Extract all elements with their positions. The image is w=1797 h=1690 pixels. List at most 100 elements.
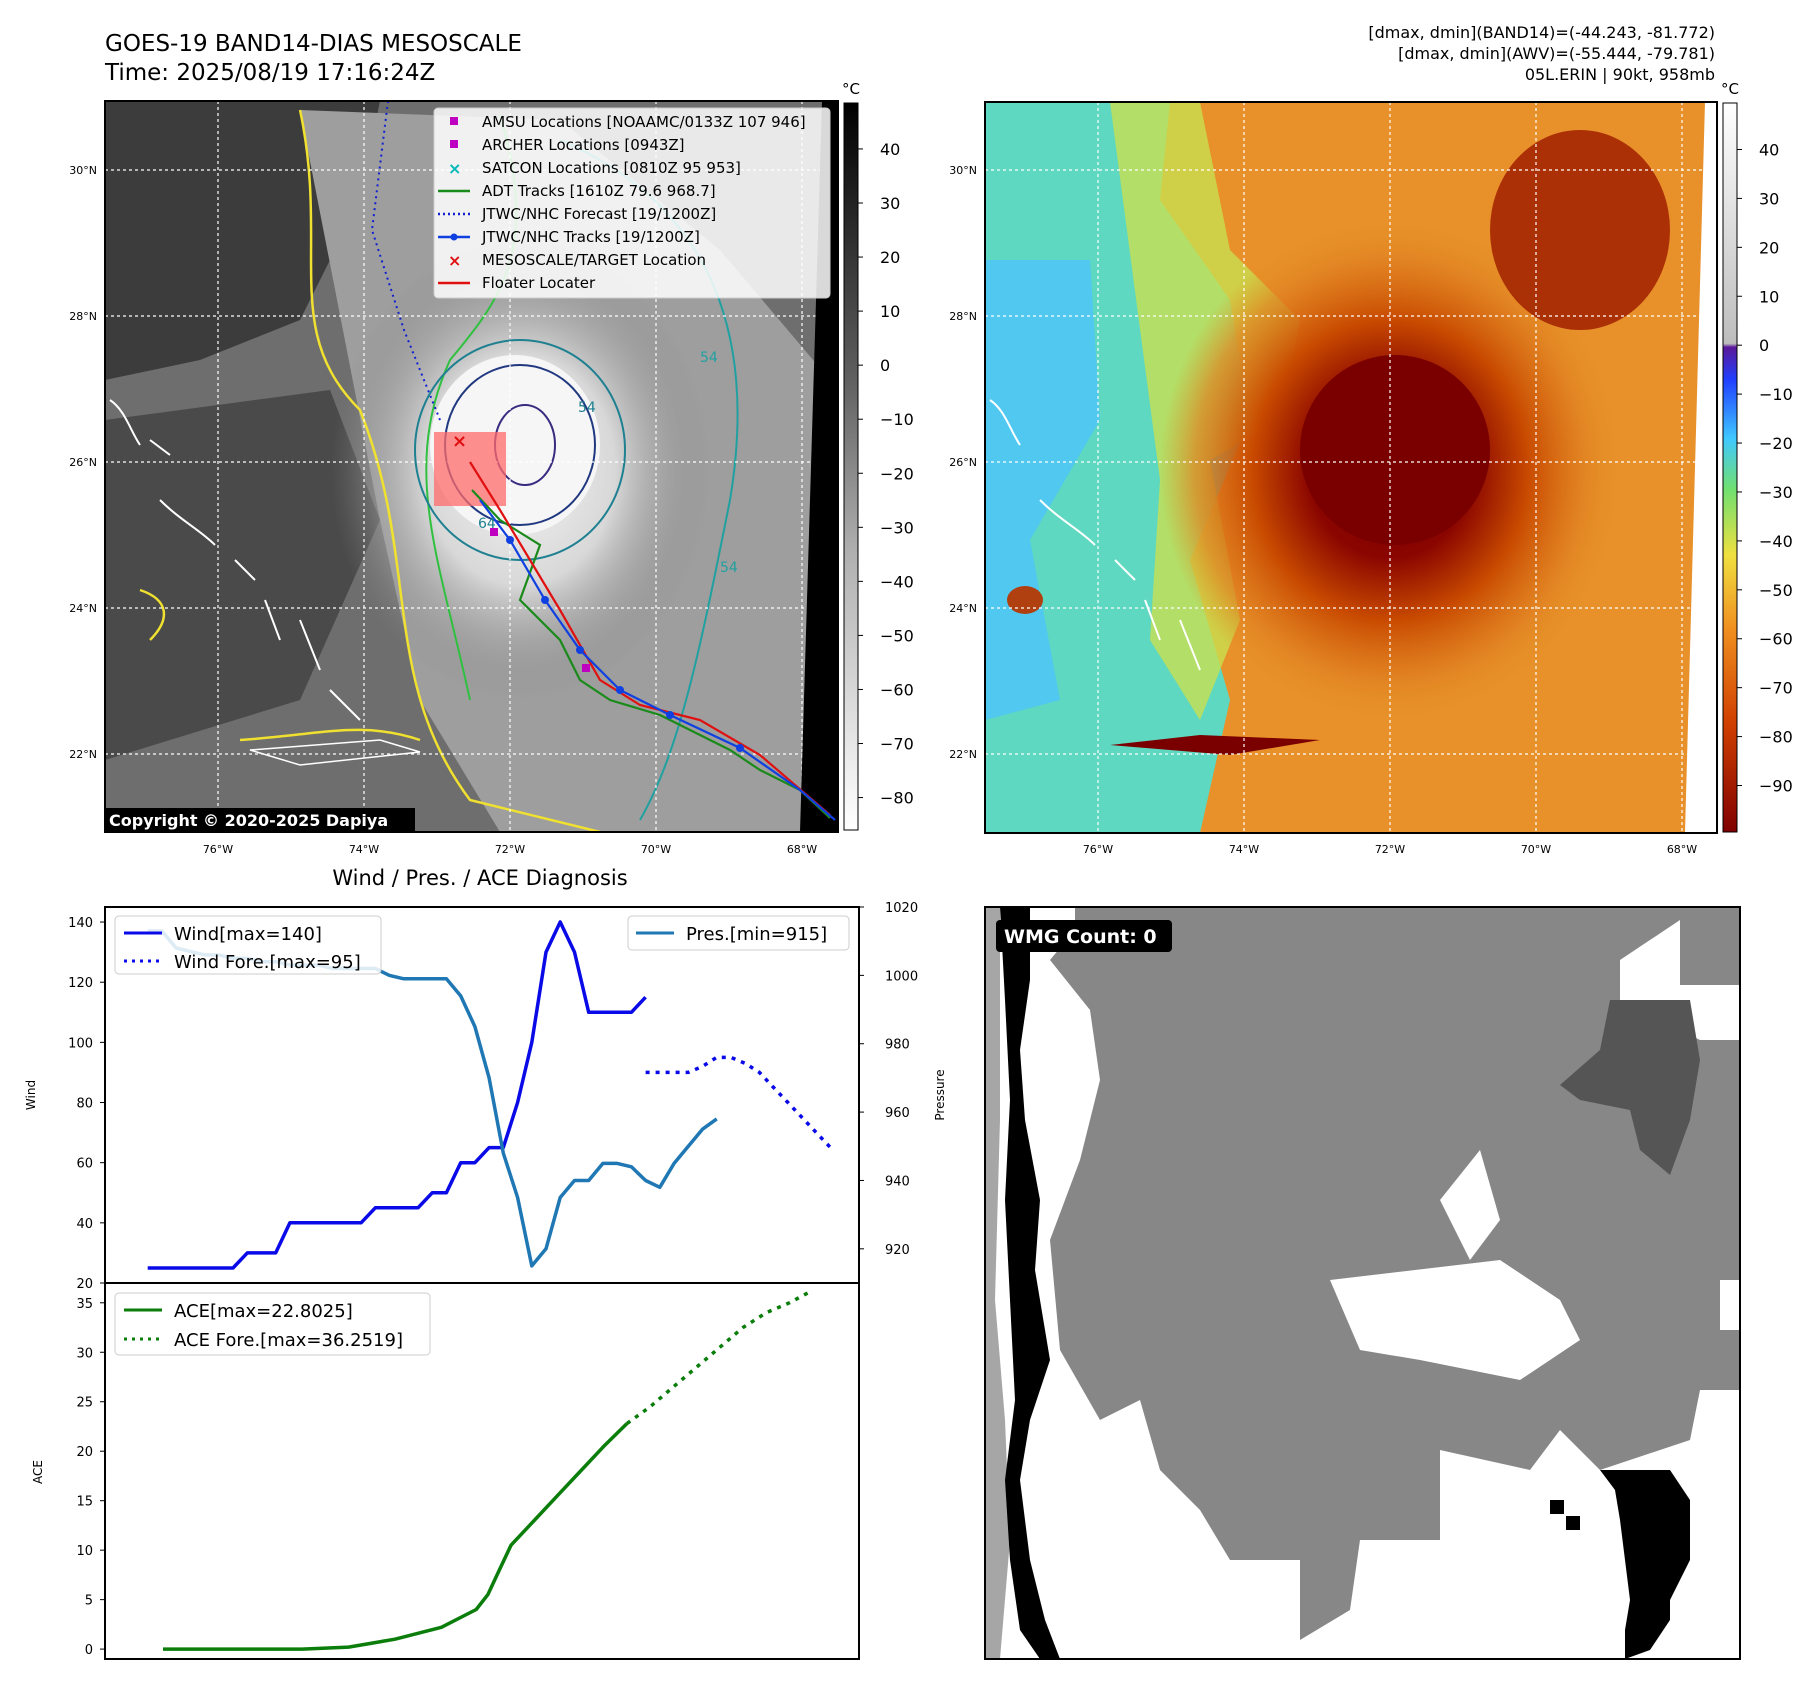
lon-label: 68°W [787,843,817,856]
right-map-coastline-2 [989,399,1021,446]
left-ir-map: × 54 54 64 54 AMSU Locations [NOAAMC/013… [69,80,914,856]
lat-label: 28°N [949,310,977,323]
wind-line [147,920,647,1270]
contour-label-3: 64 [478,516,496,532]
wmg-count-label: WMG Count: 0 [1004,926,1157,948]
ace-tick-label: 15 [76,1495,93,1510]
colorbar-tick-label: −30 [880,518,914,537]
legend-item: JTWC/NHC Forecast [19/1200Z] [438,205,716,223]
lat-label: 24°N [949,602,977,615]
wmg-black-pixel [1550,1500,1564,1514]
legend-item-label: ADT Tracks [1610Z 79.6 968.7] [482,182,716,200]
ace-chart: ACE 35 30 25 20 15 10 5 0 ACE[max=22.8025] ACE … [31,1282,860,1660]
colorbar-tick-label: 0 [880,356,890,375]
ace-tick-label: 0 [85,1643,93,1658]
ace-tick-label: 25 [76,1396,93,1411]
legend-item-label: Floater Locater [482,274,596,292]
colorbar-tick-label: 0 [1759,336,1769,355]
wmg-count-badge [996,920,1172,952]
right-map-coastline [1039,499,1201,671]
figure-title-line1: GOES-19 BAND14-DIAS MESOSCALE [105,31,522,57]
legend-item-label: AMSU Locations [NOAAMC/0133Z 107 946] [482,113,806,131]
lat-label: 24°N [69,602,97,615]
forecast-track-line [370,101,441,421]
colorbar-tick-label: −20 [880,464,914,483]
colorbar-tick-label: −60 [880,680,914,699]
wind-legend-label: Wind[max=140] [174,924,322,945]
left-map-coastline-2 [109,399,171,456]
right-ir-map: 30°N 28°N 26°N 24°N 22°N 76°W 74°W 72°W 70°W 68°… [949,80,1793,856]
colorbar-tick-label: 30 [880,194,900,213]
ace-legend-label: ACE[max=22.8025] [174,1301,353,1322]
wmg-left-black-strip [1000,907,1060,1659]
wind-tick-label: 100 [68,1036,93,1051]
amsu-marker [582,664,590,672]
colorbar-tick-label: −10 [1759,385,1793,404]
left-map-lat-labels: 30°N 28°N 26°N 24°N 22°N [69,164,97,761]
colorbar-tick-label: −80 [1759,728,1793,747]
colorbar-tick-label: −60 [1759,630,1793,649]
diagnosis-chart-title: Wind / Pres. / ACE Diagnosis [332,866,627,890]
contour-label-4: 54 [720,560,738,576]
left-map-coastline [159,499,361,721]
right-map-lon-labels: 76°W 74°W 72°W 70°W 68°W [1083,843,1697,856]
legend-item-label: ARCHER Locations [0943Z] [482,136,685,154]
colorbar-tick-label: −50 [1759,581,1793,600]
wind-tick-label: 20 [76,1277,93,1292]
colorbar-tick-label: −50 [880,626,914,645]
left-map-dark-region [105,101,380,380]
lat-label: 26°N [69,456,97,469]
colorbar-tick-label: 40 [1759,140,1779,159]
ace-tick-label: 30 [76,1346,93,1361]
left-map-island-outline [249,739,421,766]
lon-label: 72°W [1375,843,1405,856]
wind-tick-label: 40 [76,1217,93,1232]
ace-forecast-line [625,1288,814,1425]
ace-legend-box [114,1292,431,1356]
contour-label-2: 54 [700,350,718,366]
pressure-tick-label: 980 [885,1038,910,1053]
contour-label-1: 54 [578,400,596,416]
pressure-line [147,929,718,1268]
left-map-contour-yellow-2 [139,588,166,641]
colorbar-tick-label: 10 [880,302,900,321]
info-line3: 05L.ERIN | 90kt, 958mb [1525,65,1715,84]
legend-x-icon: × [448,251,461,270]
wmg-black-blob [1600,1470,1690,1659]
archer-marker [490,528,498,536]
copyright-label: Copyright © 2020-2025 Dapiya [109,811,388,830]
adt-track-line [471,489,831,819]
colorbar-tick-label: −20 [1759,434,1793,453]
legend-item: × SATCON Locations [0810Z 95 953] [448,159,741,178]
left-colorbar [843,102,859,831]
lon-label: 70°W [1521,843,1551,856]
pressure-axis-label: Pressure [933,1069,947,1120]
ace-axis-label: ACE [31,1460,45,1484]
ace-series-group [163,1288,814,1651]
lat-label: 26°N [949,456,977,469]
legend-item-label: MESOSCALE/TARGET Location [482,251,706,269]
wmg-white-spot [1720,1280,1740,1330]
right-map-convection-band [1110,735,1320,755]
wind-axis-label: Wind [24,1080,38,1110]
ace-tick-label: 20 [76,1445,93,1460]
colorbar-tick-label: −40 [880,572,914,591]
left-colorbar-ticks: 40 30 20 10 0 −10 −20 −30 −40 −50 −60 −70 −80 [858,140,914,808]
left-colorbar-unit: °C [842,80,860,98]
left-map-contour-yellow-3 [239,728,421,742]
ace-tick-label: 35 [76,1297,93,1312]
right-map-lat-labels: 30°N 28°N 26°N 24°N 22°N [949,164,977,761]
info-line2: [dmax, dmin](AWV)=(-55.444, -79.781) [1398,44,1715,63]
pressure-tick-label: 960 [885,1106,910,1121]
legend-item-label: JTWC/NHC Forecast [19/1200Z] [481,205,716,223]
mesoscale-target-box [434,432,506,506]
lon-label: 74°W [349,843,379,856]
wmg-frame [984,906,1741,1660]
legend-square-icon [450,117,458,125]
right-map-gridlines [985,102,1717,833]
legend-item: JTWC/NHC Tracks [19/1200Z] [438,228,700,246]
colorbar-tick-label: −10 [880,410,914,429]
legend-x-icon: × [448,159,461,178]
left-map-frame [104,100,839,833]
